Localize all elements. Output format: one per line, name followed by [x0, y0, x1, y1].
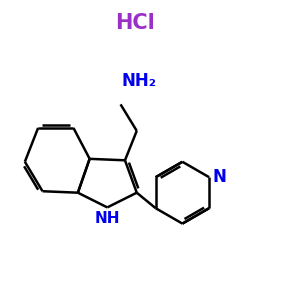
Text: HCl: HCl — [116, 14, 155, 33]
Text: NH₂: NH₂ — [121, 72, 156, 90]
Text: NH: NH — [94, 211, 120, 226]
Text: N: N — [213, 168, 226, 186]
